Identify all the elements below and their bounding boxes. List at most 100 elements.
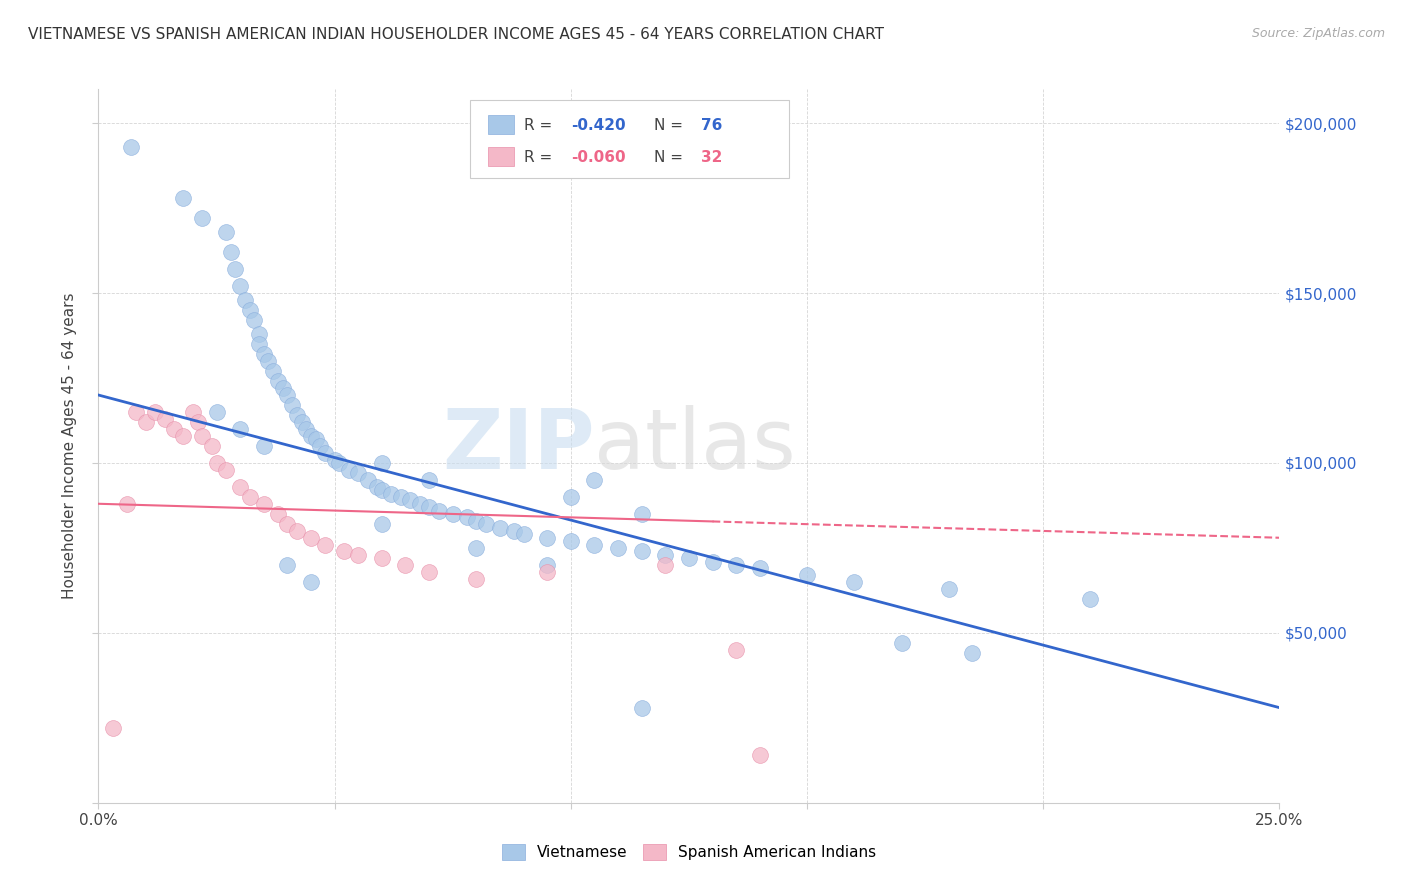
Point: [583, 537, 606, 551]
Point: [536, 565, 558, 579]
Point: [215, 463, 238, 477]
Point: [678, 551, 700, 566]
Point: [394, 558, 416, 572]
Point: [465, 541, 488, 555]
Point: [938, 582, 960, 596]
Point: [337, 463, 360, 477]
FancyBboxPatch shape: [488, 115, 515, 134]
Point: [243, 313, 266, 327]
Point: [276, 517, 298, 532]
Point: [305, 432, 328, 446]
Point: [371, 551, 394, 566]
Point: [253, 439, 276, 453]
Point: [285, 524, 308, 538]
Point: [725, 643, 748, 657]
Point: [456, 510, 478, 524]
Point: [276, 388, 298, 402]
Point: [215, 225, 238, 239]
Point: [441, 507, 464, 521]
FancyBboxPatch shape: [471, 100, 789, 178]
Point: [299, 574, 322, 589]
Point: [205, 405, 228, 419]
Point: [427, 503, 450, 517]
Point: [172, 191, 194, 205]
Point: [201, 439, 224, 453]
Point: [247, 326, 270, 341]
Point: [371, 483, 394, 498]
Point: [187, 415, 209, 429]
Point: [295, 422, 318, 436]
Point: [1080, 591, 1102, 606]
Point: [357, 473, 380, 487]
Point: [233, 293, 256, 307]
Point: [748, 748, 770, 763]
Text: N =: N =: [654, 118, 688, 133]
Point: [725, 558, 748, 572]
Point: [290, 415, 312, 429]
Point: [191, 211, 214, 226]
Text: atlas: atlas: [595, 406, 796, 486]
Point: [536, 531, 558, 545]
Point: [560, 534, 582, 549]
Point: [328, 456, 350, 470]
Point: [125, 405, 148, 419]
Point: [654, 548, 676, 562]
Text: 32: 32: [700, 150, 723, 165]
Point: [299, 531, 322, 545]
Point: [267, 507, 290, 521]
Point: [229, 480, 252, 494]
Point: [630, 507, 652, 521]
Text: VIETNAMESE VS SPANISH AMERICAN INDIAN HOUSEHOLDER INCOME AGES 45 - 64 YEARS CORR: VIETNAMESE VS SPANISH AMERICAN INDIAN HO…: [28, 27, 884, 42]
Point: [253, 497, 276, 511]
Point: [583, 473, 606, 487]
Point: [281, 398, 304, 412]
Point: [630, 544, 652, 558]
Point: [347, 548, 370, 562]
Point: [465, 572, 488, 586]
Point: [333, 544, 356, 558]
Text: R =: R =: [523, 118, 557, 133]
Point: [239, 303, 262, 318]
Point: [536, 558, 558, 572]
Point: [267, 375, 290, 389]
Text: -0.420: -0.420: [571, 118, 626, 133]
Point: [512, 527, 534, 541]
Point: [115, 497, 138, 511]
Point: [347, 466, 370, 480]
Point: [702, 555, 724, 569]
Point: [890, 636, 912, 650]
Point: [181, 405, 204, 419]
Point: [143, 405, 166, 419]
Point: [153, 412, 176, 426]
Point: [323, 452, 346, 467]
Point: [121, 140, 143, 154]
Point: [172, 429, 194, 443]
Point: [389, 490, 412, 504]
Point: [962, 646, 984, 660]
Text: -0.060: -0.060: [571, 150, 626, 165]
Point: [309, 439, 332, 453]
Point: [135, 415, 157, 429]
Point: [253, 347, 276, 361]
Point: [371, 456, 394, 470]
Point: [224, 262, 246, 277]
Point: [408, 497, 430, 511]
Point: [399, 493, 422, 508]
Point: [748, 561, 770, 575]
Point: [299, 429, 322, 443]
Text: R =: R =: [523, 150, 557, 165]
Point: [418, 500, 440, 515]
Point: [560, 490, 582, 504]
Point: [418, 473, 440, 487]
Point: [366, 480, 388, 494]
Point: [219, 245, 242, 260]
Text: N =: N =: [654, 150, 688, 165]
Text: 76: 76: [700, 118, 723, 133]
Point: [229, 422, 252, 436]
Point: [314, 446, 336, 460]
Text: Source: ZipAtlas.com: Source: ZipAtlas.com: [1251, 27, 1385, 40]
Point: [101, 721, 124, 735]
Point: [418, 565, 440, 579]
Point: [276, 558, 298, 572]
Point: [654, 558, 676, 572]
